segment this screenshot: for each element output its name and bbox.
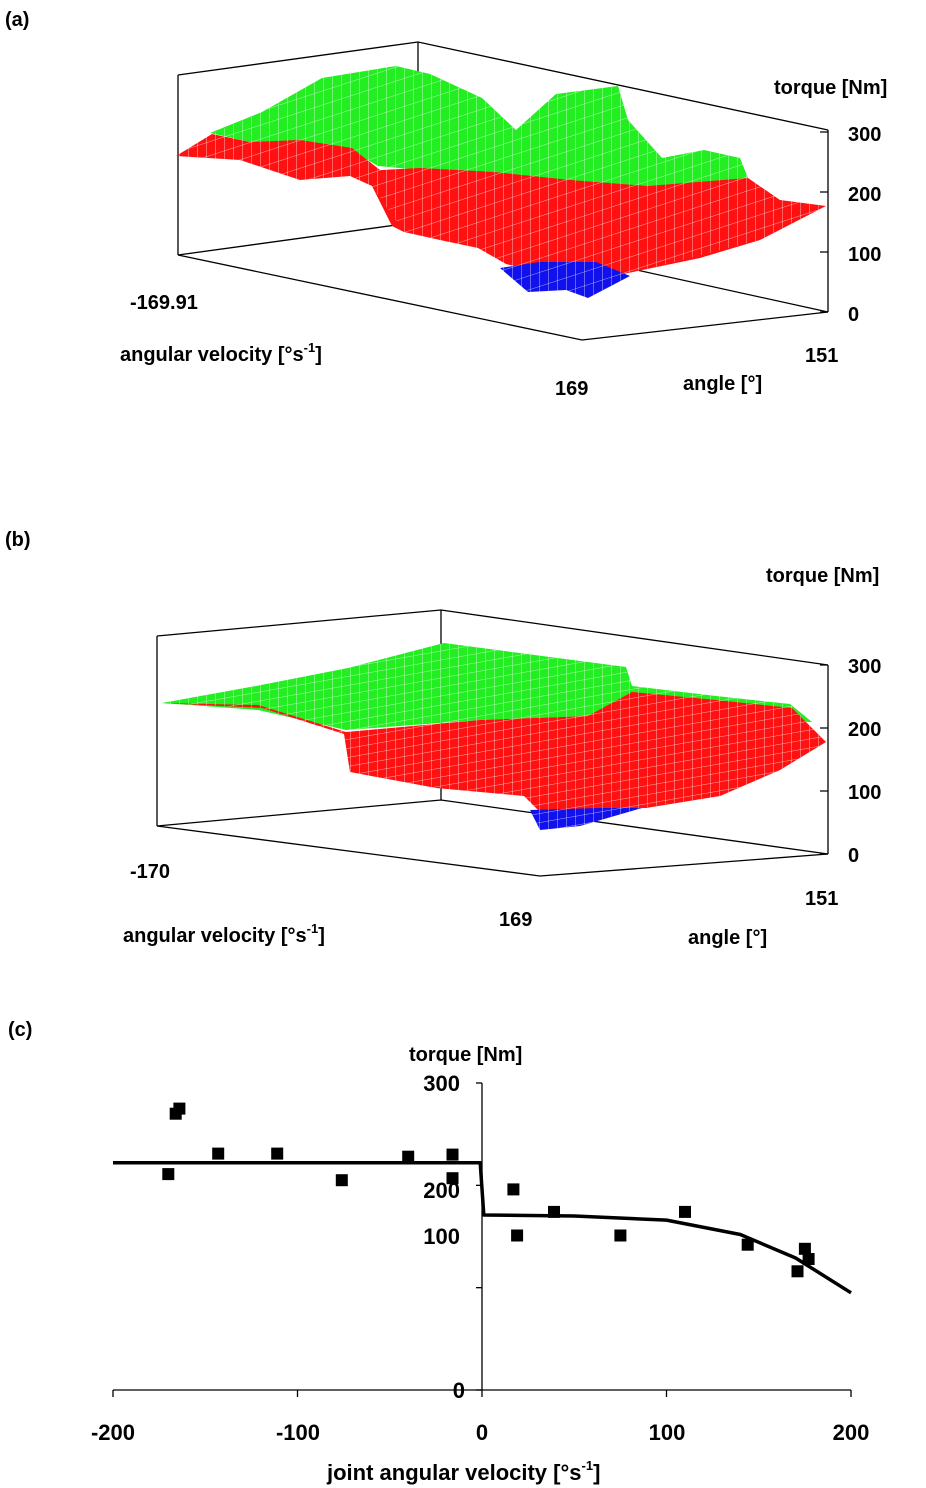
panel-c-x-tick-label-0: 0 xyxy=(476,1420,488,1445)
panel-b-surface-mesh xyxy=(160,643,826,830)
panel-b-front-floor-edges xyxy=(156,825,829,877)
panel-a-front-floor-edges xyxy=(177,254,829,341)
panel-c-fit-curve-group xyxy=(113,1161,852,1295)
panel-c-points xyxy=(162,1102,815,1278)
panel-a-x-axis-title: angular velocity [°s-1] xyxy=(120,340,322,366)
panel-a-labels: torque [Nm] 300 200 100 0 -169.91 angula… xyxy=(120,77,887,400)
panel-c-data-point xyxy=(335,1174,348,1187)
panel-b-labels: torque [Nm] 300 200 100 0 -170 angular v… xyxy=(123,565,881,949)
panel-b-x-start-label: -170 xyxy=(130,861,170,883)
panel-c-data-point xyxy=(446,1172,459,1185)
panel-a-surface-mesh xyxy=(176,66,826,298)
panel-c-y-tick-label-300: 300 xyxy=(423,1071,460,1096)
panel-a-y-end-label: 151 xyxy=(805,345,838,367)
panel-a-z-axis-title: torque [Nm] xyxy=(774,77,887,99)
panel-c-data-point xyxy=(548,1205,560,1218)
panel-c-data-point xyxy=(679,1205,691,1218)
panel-c-y-axis-title: torque [Nm] xyxy=(409,1044,522,1066)
panel-a-tag: (a) xyxy=(5,9,29,31)
panel-c-data-point xyxy=(614,1229,627,1242)
panel-c-x-tick-label-neg100: -100 xyxy=(276,1420,320,1445)
panel-c-data-point xyxy=(798,1242,811,1255)
panel-b-x-end-label: 169 xyxy=(499,909,532,931)
panel-c-data-point xyxy=(271,1147,284,1160)
panel-b-z-tick-100: 100 xyxy=(848,782,881,804)
panel-c-axes xyxy=(113,1083,851,1391)
panel-b-tag: (b) xyxy=(5,529,31,551)
panel-a-z-tick-200: 200 xyxy=(848,184,881,206)
panel-c-fit-curve xyxy=(113,1161,852,1295)
panel-b-y-axis-title: angle [°] xyxy=(688,927,767,949)
panel-c-tag: (c) xyxy=(8,1019,32,1041)
panel-c-y-tick-labels: 300 200 100 0 xyxy=(423,1071,465,1403)
panel-b-z-tick-300: 300 xyxy=(848,656,881,678)
panel-c-x-axis-title: joint angular velocity [°s-1] xyxy=(326,1458,600,1485)
panel-b-surface xyxy=(160,643,826,830)
panel-c-x-tick-label-neg200: -200 xyxy=(91,1420,135,1445)
panel-b-z-ticks xyxy=(820,664,828,855)
panel-c-data-point xyxy=(802,1253,815,1265)
panel-b-z-tick-0: 0 xyxy=(848,845,859,867)
panel-c-data-point xyxy=(162,1168,175,1181)
panel-c-x-tick-labels: -200 -100 0 100 200 xyxy=(91,1420,869,1445)
panel-c-ticks xyxy=(112,1082,852,1397)
panel-a-z-tick-100: 100 xyxy=(848,244,881,266)
panel-c-data-point xyxy=(402,1150,415,1163)
panel-c-data-point xyxy=(791,1265,804,1278)
panel-c-data-point xyxy=(507,1183,520,1196)
panel-c-y-tick-label-100: 100 xyxy=(423,1224,460,1249)
panel-c-data-point xyxy=(173,1102,186,1115)
panel-a-x-end-label: 169 xyxy=(555,378,588,400)
panel-a-x-start-label: -169.91 xyxy=(130,292,198,314)
panel-c-data-point xyxy=(511,1229,524,1242)
panel-a-z-ticks xyxy=(820,131,828,313)
panel-a-z-tick-0: 0 xyxy=(848,304,859,326)
panel-c-data-point xyxy=(212,1147,225,1160)
panel-b-z-tick-200: 200 xyxy=(848,719,881,741)
panel-c-data-point xyxy=(446,1148,459,1161)
panel-c-data-point xyxy=(741,1238,754,1251)
panel-c-x-tick-label-100: 100 xyxy=(649,1420,686,1445)
panel-b-back-floor-edges xyxy=(156,799,829,855)
panel-b: (b) torque [Nm] 300 200 100 0 -170 angul… xyxy=(5,529,881,949)
panel-a-z-tick-300: 300 xyxy=(848,124,881,146)
panel-c-y-tick-label-0: 0 xyxy=(453,1378,465,1403)
panel-b-z-axis-title: torque [Nm] xyxy=(766,565,879,587)
panel-b-y-end-label: 151 xyxy=(805,888,838,910)
panel-a: (a) torque [Nm] 300 200 100 0 -169.91 xyxy=(5,9,887,400)
panel-a-y-axis-title: angle [°] xyxy=(683,373,762,395)
panel-c-x-tick-label-200: 200 xyxy=(833,1420,870,1445)
panel-b-x-axis-title: angular velocity [°s-1] xyxy=(123,921,325,947)
panel-a-surface xyxy=(176,66,826,298)
panel-c: (c) torque [Nm] 300 200 100 0 -200 -100 … xyxy=(8,1019,869,1485)
